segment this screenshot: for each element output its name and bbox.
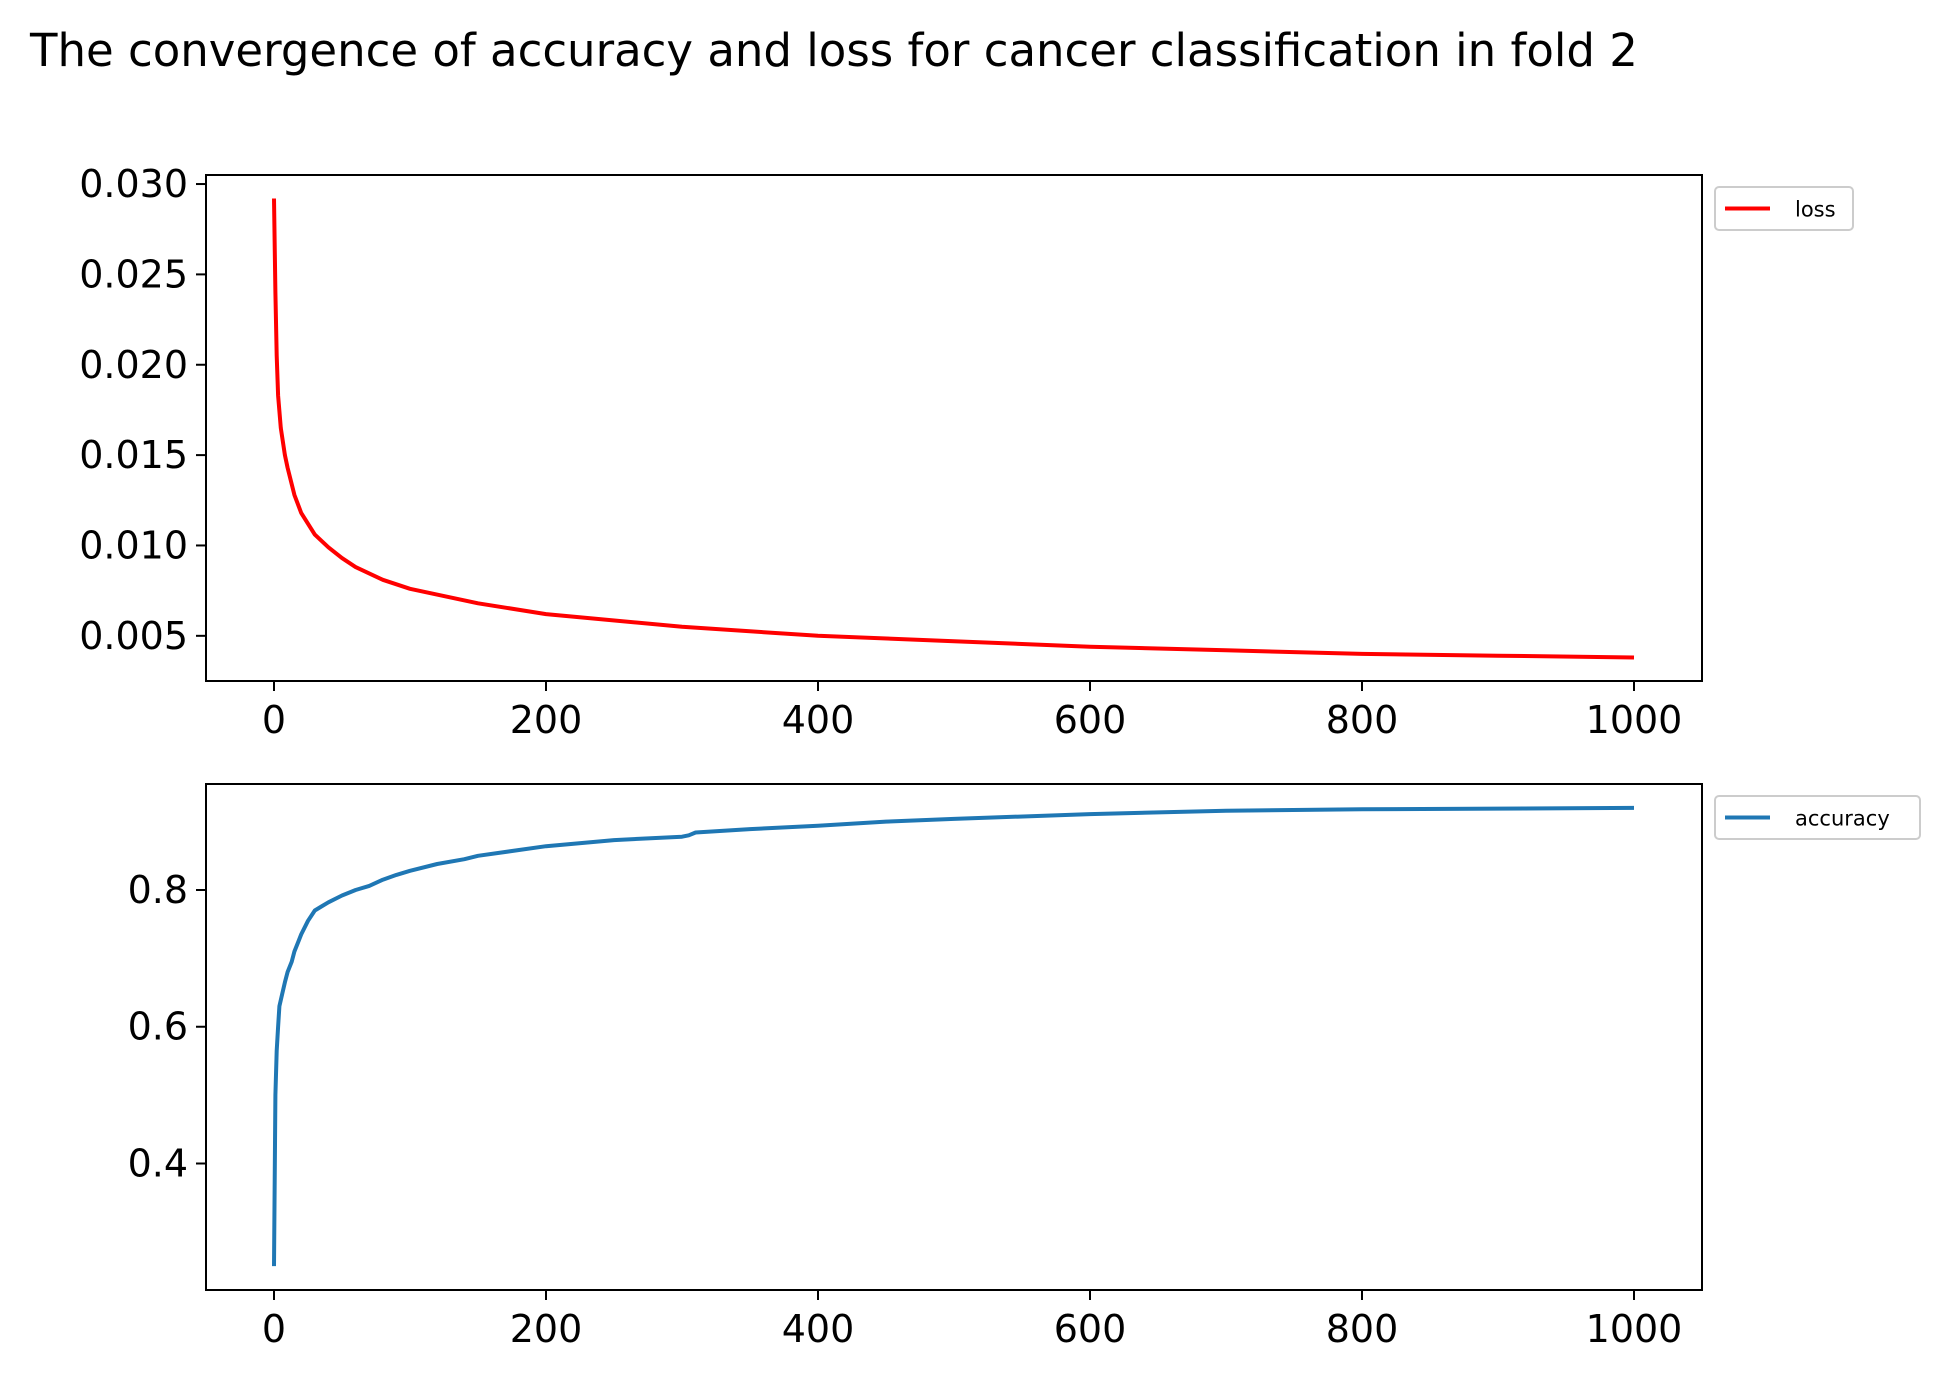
legend-box: [1714, 186, 1854, 231]
x-tick-label: 1000: [1586, 1307, 1683, 1351]
plot-frame: [205, 174, 1703, 682]
legend-box: [1714, 795, 1921, 840]
x-tick-label: 400: [782, 698, 855, 742]
x-tick-label: 400: [782, 1307, 855, 1351]
plot-frame: [205, 783, 1703, 1291]
x-tick-label: 0: [262, 1307, 286, 1351]
y-tick-label: 0.6: [128, 1005, 188, 1049]
x-tick-label: 200: [510, 1307, 583, 1351]
x-tick-label: 200: [510, 698, 583, 742]
y-tick-label: 0.030: [79, 162, 188, 206]
chart-panel-2: 0 200 400 600 800 1000 0.4 0.6 0.8 accuracy: [128, 783, 1921, 1351]
y-tick-label: 0.015: [79, 433, 188, 477]
legend: accuracy: [1714, 795, 1921, 840]
y-tick-label: 0.4: [128, 1142, 188, 1186]
series-line-accuracy: [272, 805, 1635, 1267]
y-tick-label: 0.020: [79, 343, 188, 387]
x-tick-label: 0: [262, 698, 286, 742]
x-tick-label: 800: [1326, 698, 1399, 742]
legend: loss: [1714, 186, 1854, 231]
x-tick-label: 600: [1054, 698, 1127, 742]
chart-panel-1: 0 200 400 600 800 1000 0.005 0.010 0.015 0.020 0.0…: [79, 162, 1854, 742]
legend-label: loss: [1795, 198, 1836, 222]
y-tick-label: 0.8: [128, 868, 188, 912]
legend-label: accuracy: [1795, 807, 1890, 831]
panels: 0 200 400 600 800 1000 0.005 0.010 0.015 0.020 0.0…: [79, 162, 1921, 1351]
y-tick-label: 0.005: [79, 614, 188, 658]
x-tick-label: 600: [1054, 1307, 1127, 1351]
y-tick-label: 0.025: [79, 252, 188, 296]
x-tick-label: 1000: [1586, 698, 1683, 742]
x-tick-label: 800: [1326, 1307, 1399, 1351]
y-tick-label: 0.010: [79, 523, 188, 567]
figure-title: The convergence of accuracy and loss for…: [29, 24, 1638, 77]
series-line-loss: [272, 198, 1635, 660]
